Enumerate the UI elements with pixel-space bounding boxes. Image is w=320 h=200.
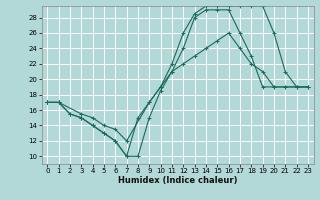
X-axis label: Humidex (Indice chaleur): Humidex (Indice chaleur) xyxy=(118,176,237,185)
